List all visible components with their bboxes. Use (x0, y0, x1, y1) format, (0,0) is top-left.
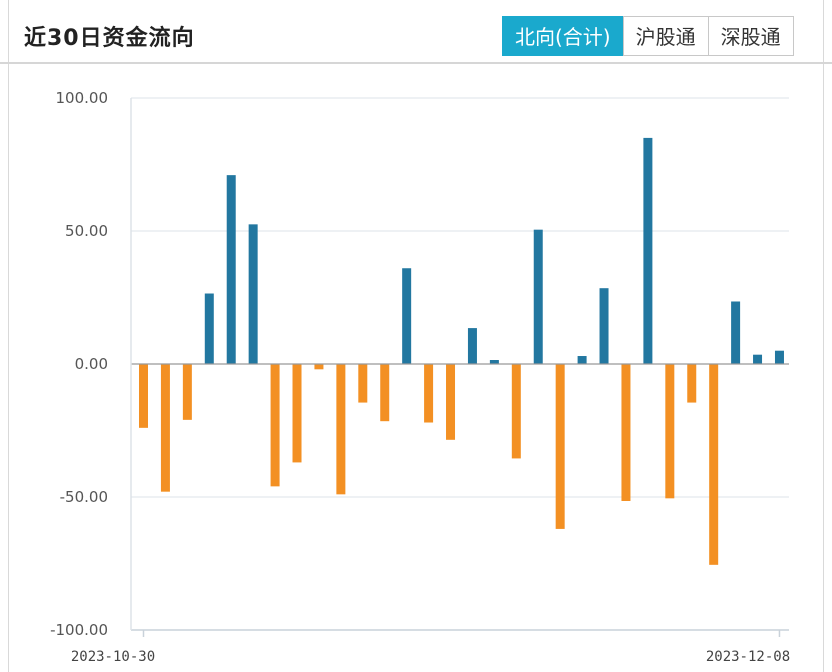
page-title: 近30日资金流向 (24, 26, 195, 51)
flow-bar[interactable] (665, 364, 675, 499)
flow-bar[interactable] (774, 350, 784, 364)
x-tick-label-start: 2023-10-30 (71, 649, 155, 665)
flow-bar[interactable] (446, 364, 456, 440)
flow-bar[interactable] (160, 364, 170, 492)
flow-bar[interactable] (489, 360, 499, 364)
tab-shenzhen-connect[interactable]: 深股通 (707, 16, 794, 56)
flow-bar[interactable] (182, 364, 192, 420)
flow-bar[interactable] (533, 229, 543, 364)
tab-shanghai-connect[interactable]: 沪股通 (622, 16, 709, 56)
x-tick-label-end: 2023-12-08 (706, 649, 790, 665)
y-tick-label: -50.00 (60, 488, 108, 506)
flow-bar[interactable] (599, 288, 609, 364)
flow-bar[interactable] (753, 354, 763, 364)
y-tick-label: 0.00 (75, 355, 108, 373)
flow-bar[interactable] (402, 268, 412, 364)
chart-panel (8, 0, 824, 672)
flow-bar[interactable] (270, 364, 280, 487)
panel-header: 近30日资金流向 北向(合计) 沪股通 深股通 (0, 0, 832, 64)
market-tabs: 北向(合计) 沪股通 深股通 (502, 16, 794, 56)
tab-northbound-total[interactable]: 北向(合计) (502, 16, 624, 56)
flow-bar[interactable] (555, 364, 565, 529)
flow-bar[interactable] (424, 364, 434, 423)
flow-bar[interactable] (577, 356, 587, 364)
flow-bar[interactable] (467, 328, 477, 364)
flow-bar[interactable] (511, 364, 521, 459)
y-tick-label: -100.00 (50, 621, 108, 639)
flow-bar[interactable] (292, 364, 302, 463)
flow-bar[interactable] (731, 301, 741, 364)
flow-bar[interactable] (139, 364, 148, 428)
flow-bar[interactable] (314, 364, 324, 370)
y-tick-label: 50.00 (65, 222, 108, 240)
flow-bar[interactable] (336, 364, 346, 495)
flow-bar[interactable] (687, 364, 697, 403)
y-tick-label: 100.00 (56, 89, 109, 107)
flow-bar[interactable] (621, 364, 631, 501)
flow-bar[interactable] (358, 364, 368, 403)
flow-bar[interactable] (226, 175, 236, 364)
bar-series (139, 137, 784, 565)
flow-bar[interactable] (204, 293, 214, 364)
flow-bar[interactable] (709, 364, 719, 565)
flow-bar[interactable] (248, 224, 258, 364)
flow-bar[interactable] (380, 364, 390, 422)
flow-bar[interactable] (643, 137, 653, 364)
